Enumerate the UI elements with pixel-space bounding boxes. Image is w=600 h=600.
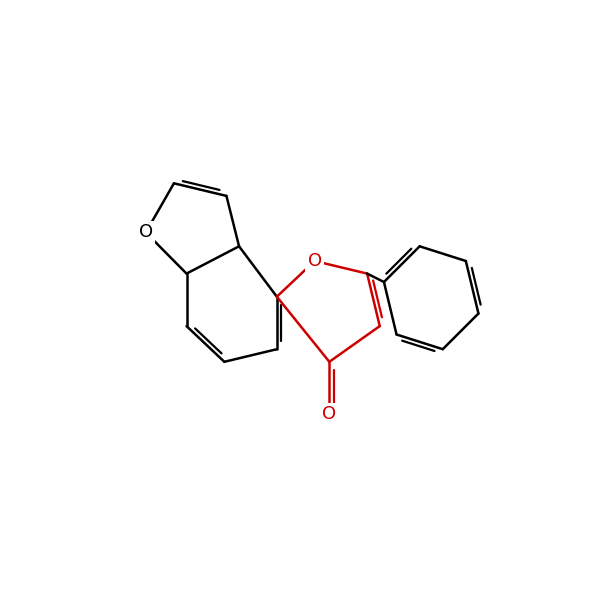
Text: O: O	[139, 223, 153, 241]
Text: O: O	[308, 252, 322, 270]
Text: O: O	[322, 406, 337, 424]
